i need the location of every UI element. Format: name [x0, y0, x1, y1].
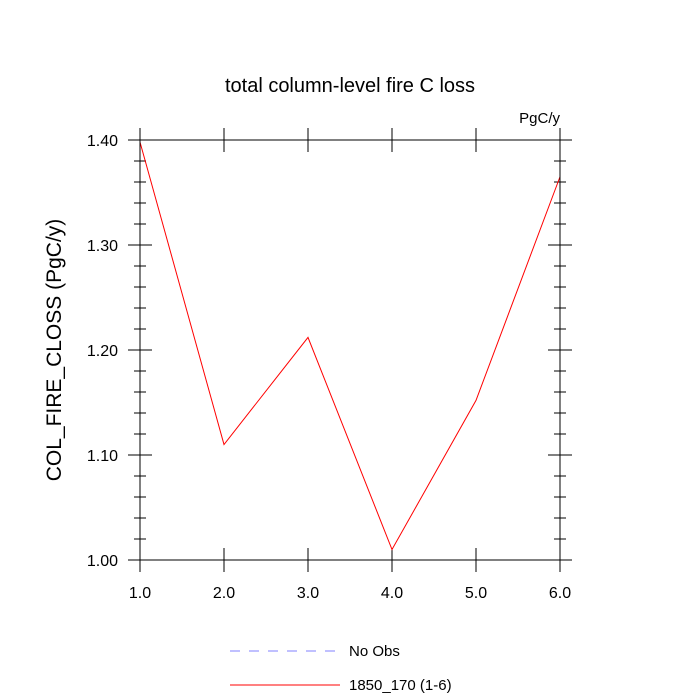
plot-frame	[139, 139, 561, 561]
x-tick-label: 4.0	[381, 585, 403, 602]
axis-ticks	[128, 128, 572, 572]
x-tick-label: 2.0	[213, 585, 235, 602]
y-tick-label: 1.20	[87, 343, 118, 360]
series-line	[139, 141, 561, 551]
units-label: PgC/y	[519, 110, 560, 127]
y-tick-label: 1.40	[87, 133, 118, 150]
x-tick-label: 3.0	[297, 585, 319, 602]
legend-label: No Obs	[349, 643, 400, 660]
y-axis-label: COL_FIRE_CLOSS (PgC/y)	[43, 219, 66, 482]
legend-label: 1850_170 (1-6)	[349, 677, 452, 694]
x-tick-labels: 1.0 2.0 3.0 4.0 5.0 6.0	[129, 585, 571, 602]
x-tick-label: 6.0	[549, 585, 571, 602]
chart-title: total column-level fire C loss	[225, 75, 475, 97]
y-tick-label: 1.00	[87, 553, 118, 570]
x-tick-label: 5.0	[465, 585, 487, 602]
y-tick-label: 1.30	[87, 238, 118, 255]
y-tick-label: 1.10	[87, 448, 118, 465]
x-tick-label: 1.0	[129, 585, 151, 602]
series-group	[139, 141, 561, 551]
legend: No Obs 1850_170 (1-6)	[230, 643, 452, 694]
y-tick-labels: 1.00 1.10 1.20 1.30 1.40	[87, 133, 118, 570]
